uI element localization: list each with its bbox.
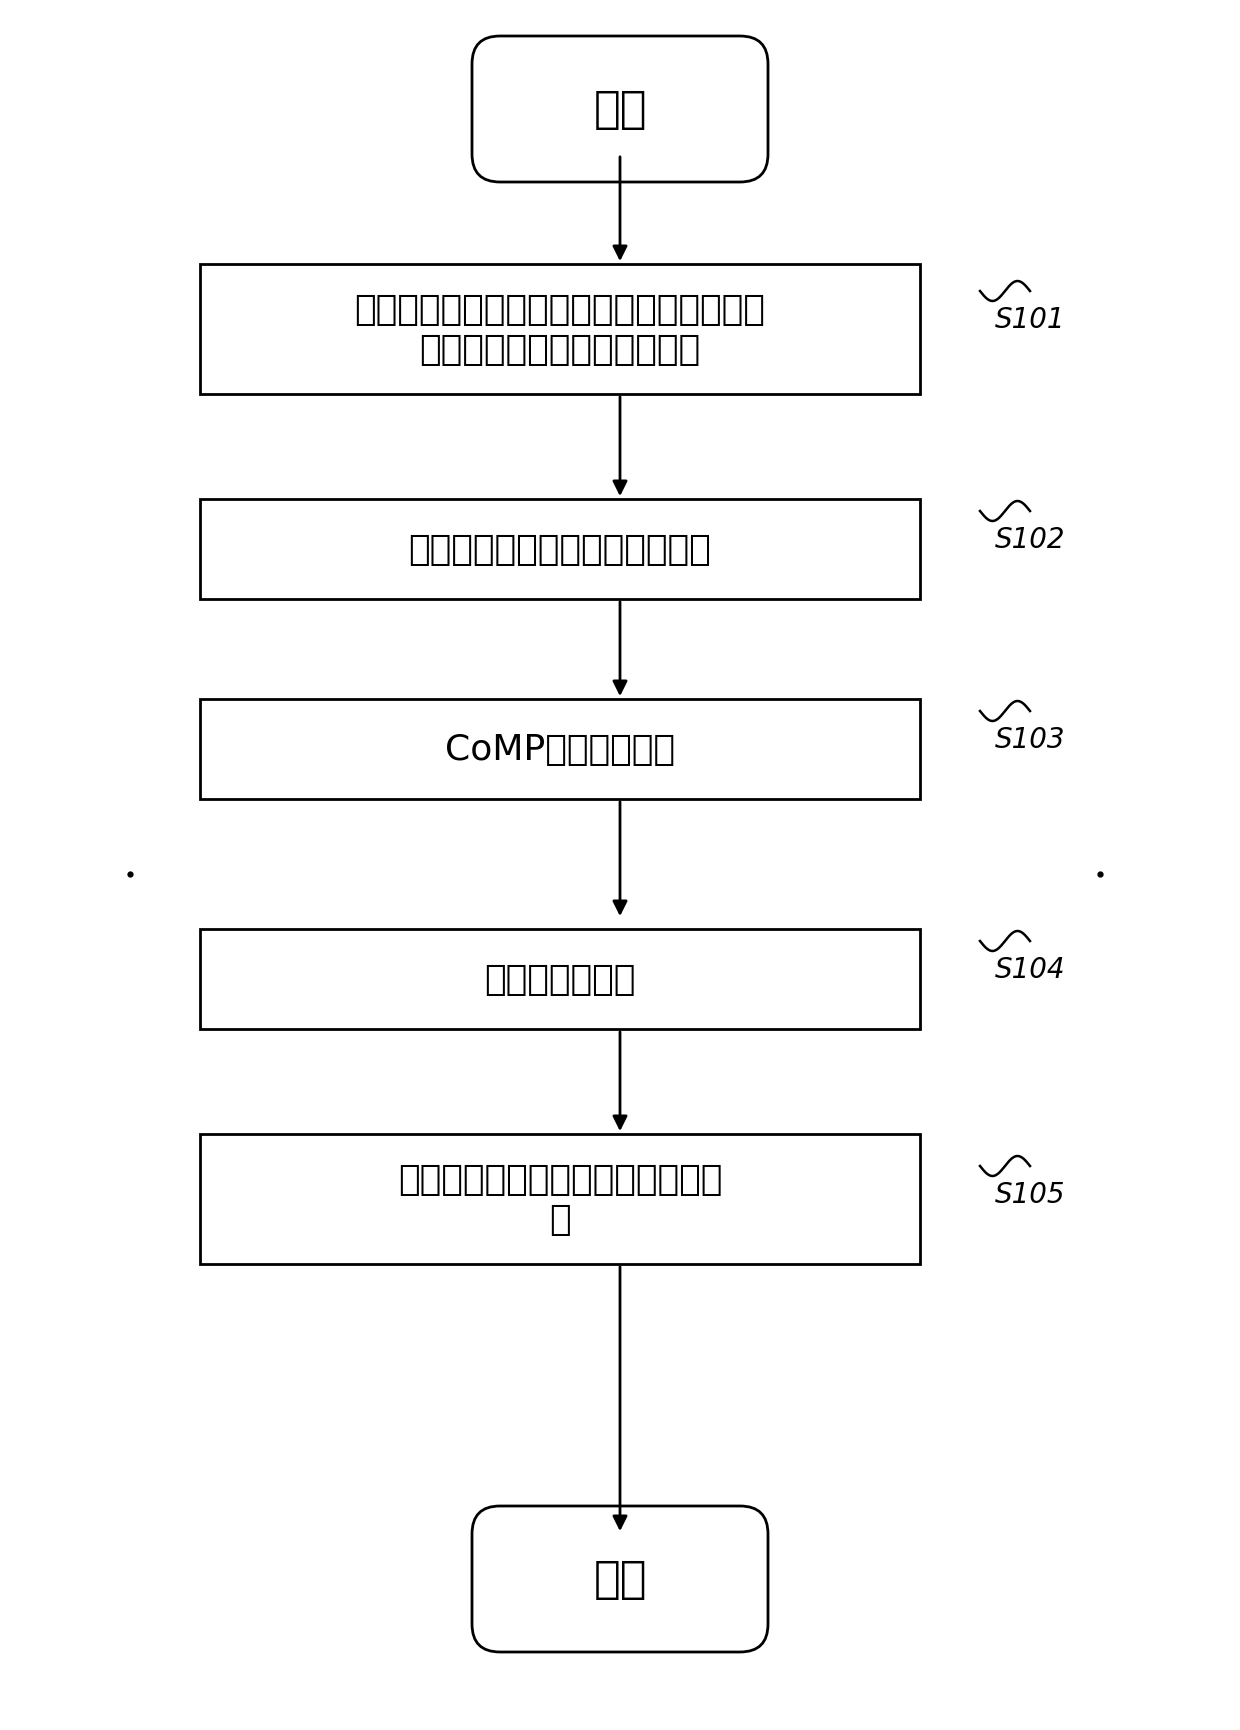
Bar xyxy=(200,1135,920,1265)
Text: CoMP协作用户选择: CoMP协作用户选择 xyxy=(445,732,675,766)
Bar xyxy=(200,699,920,799)
Text: S104: S104 xyxy=(994,955,1065,983)
Text: S105: S105 xyxy=(994,1180,1065,1208)
FancyBboxPatch shape xyxy=(472,36,768,183)
Text: 开始: 开始 xyxy=(593,88,647,131)
Bar xyxy=(200,500,920,600)
Text: S103: S103 xyxy=(994,725,1065,754)
Text: 将当前传输带宽下的全部资源块分组，分组
数与预先设计的波束数相对应: 将当前传输带宽下的全部资源块分组，分组 数与预先设计的波束数相对应 xyxy=(355,292,765,367)
Text: S101: S101 xyxy=(994,306,1065,334)
FancyBboxPatch shape xyxy=(472,1507,768,1652)
Bar xyxy=(200,929,920,1029)
Text: 根据对应的资源块进行联合波束赋
形: 根据对应的资源块进行联合波束赋 形 xyxy=(398,1163,722,1235)
Text: S102: S102 xyxy=(994,526,1065,554)
Text: 结束: 结束 xyxy=(593,1557,647,1600)
Text: 基站间信息交互: 基站间信息交互 xyxy=(485,962,636,996)
Text: 建立资源块组与波束的映射关系: 建立资源块组与波束的映射关系 xyxy=(409,533,712,567)
Bar xyxy=(200,265,920,394)
